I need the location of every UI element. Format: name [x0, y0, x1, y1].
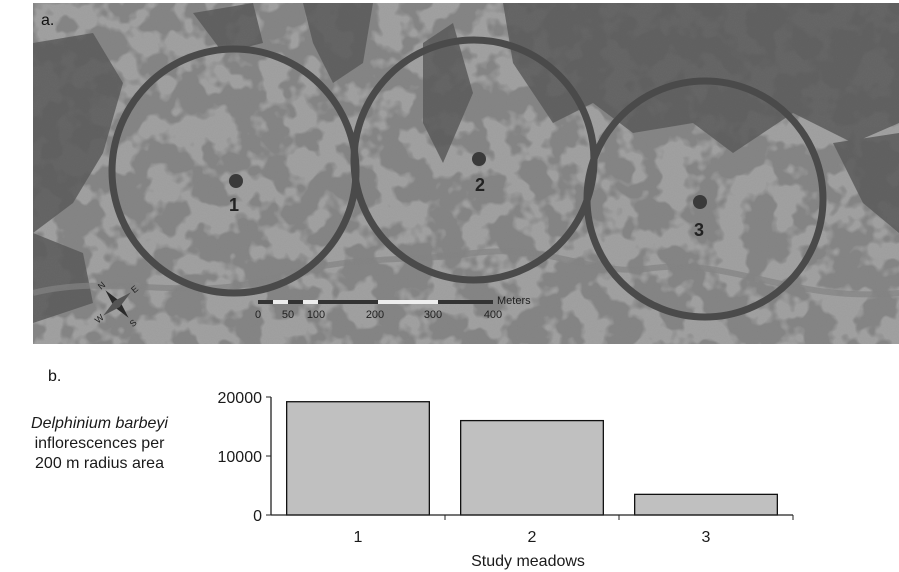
y-axis-label-line3: 200 m radius area	[35, 455, 164, 472]
y-tick-label-0: 0	[253, 508, 262, 525]
bars-group	[286, 401, 778, 516]
site-label-3: 3	[694, 220, 704, 240]
bar-2	[460, 419, 604, 516]
scale-tick-50: 50	[282, 309, 294, 321]
panel-b-label: b.	[48, 368, 62, 385]
scale-tick-100: 100	[307, 309, 325, 321]
y-axis-label: Delphinium barbeyi inflorescences per 20…	[2, 414, 197, 474]
panel-a-label: a.	[41, 12, 55, 29]
compass-e: E	[129, 283, 140, 295]
site-point-3	[693, 195, 707, 209]
compass-rose-icon: N E S W	[93, 280, 140, 329]
image-grain	[33, 3, 899, 344]
scale-unit: Meters	[497, 295, 531, 307]
compass-n: N	[96, 280, 107, 292]
y-ticks: 0 10000 20000	[218, 390, 271, 525]
compass-s: S	[128, 317, 139, 329]
y-axis-label-species: Delphinium barbeyi	[31, 415, 168, 432]
x-tick-label-3: 3	[702, 529, 711, 546]
scale-tick-0: 0	[255, 309, 261, 321]
x-tick-label-1: 1	[354, 529, 363, 546]
site-point-1	[229, 174, 243, 188]
x-ticks: 1 2 3	[354, 515, 794, 546]
bar-1	[286, 401, 430, 516]
x-axis-label: Study meadows	[471, 553, 585, 570]
site-label-1: 1	[229, 195, 239, 215]
site-point-2	[472, 152, 486, 166]
bar-3	[634, 493, 778, 516]
x-tick-label-2: 2	[528, 529, 537, 546]
y-tick-label-10000: 10000	[218, 449, 263, 466]
scale-tick-200: 200	[366, 309, 384, 321]
study-circle-3	[583, 77, 827, 321]
bar-chart: 0 10000 20000 1 2 3 Study meadows	[218, 390, 794, 570]
y-axis-label-line2: inflorescences per	[34, 435, 165, 452]
scale-tick-400: 400	[484, 309, 502, 321]
scale-tick-300: 300	[424, 309, 442, 321]
site-label-2: 2	[475, 175, 485, 195]
y-tick-label-20000: 20000	[218, 390, 263, 407]
scale-bar: Meters 0 50 100 200 300 400	[255, 295, 531, 321]
aerial-map: 1 2 3 Meters 0 50 100 200 300 400 N E S …	[33, 3, 899, 344]
